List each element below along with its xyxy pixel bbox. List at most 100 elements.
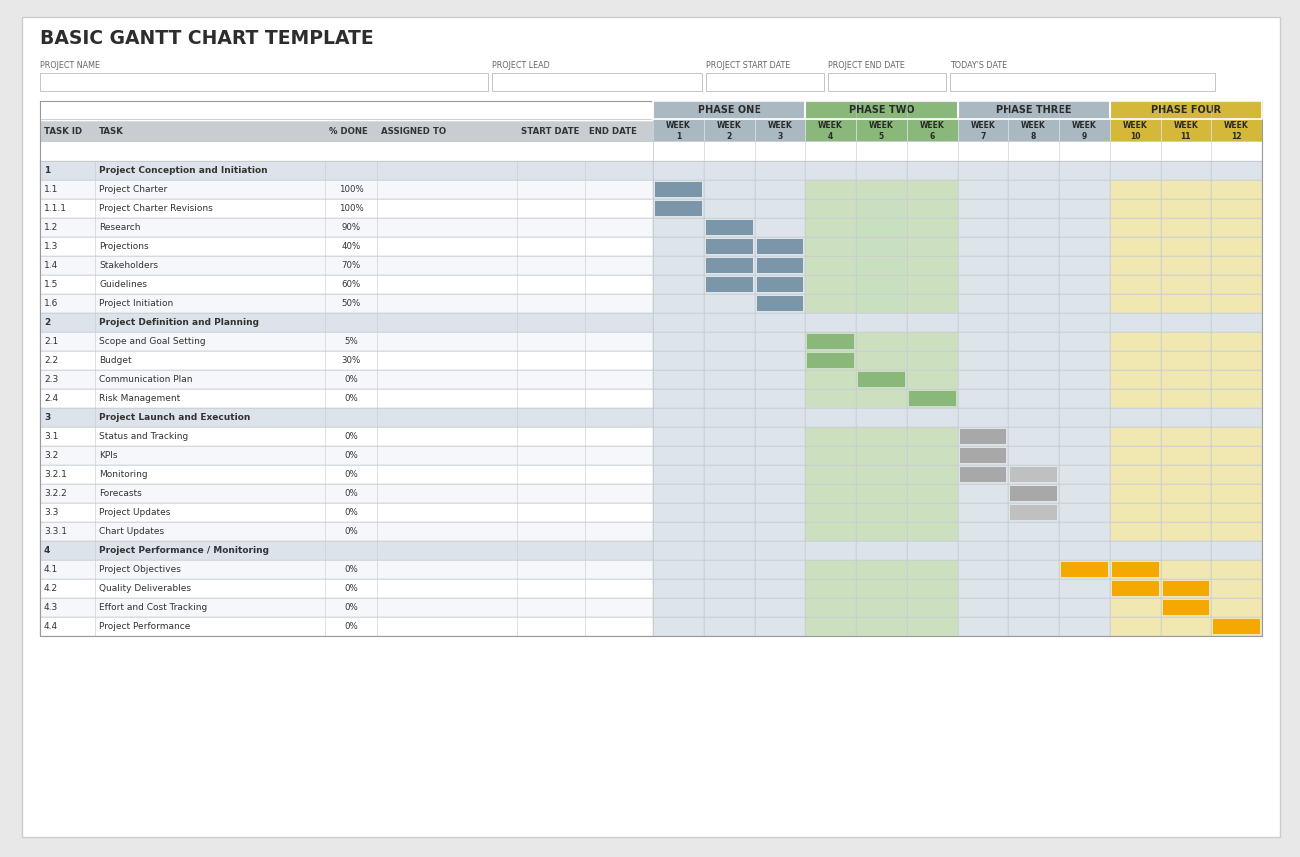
FancyBboxPatch shape xyxy=(1009,275,1060,294)
FancyBboxPatch shape xyxy=(958,522,1009,541)
Text: BASIC GANTT CHART TEMPLATE: BASIC GANTT CHART TEMPLATE xyxy=(40,29,373,48)
FancyBboxPatch shape xyxy=(1161,218,1212,237)
Text: 3.2.2: 3.2.2 xyxy=(44,489,66,498)
FancyBboxPatch shape xyxy=(703,408,754,427)
Text: Research: Research xyxy=(99,223,140,232)
FancyBboxPatch shape xyxy=(958,484,1009,503)
FancyBboxPatch shape xyxy=(1009,446,1060,465)
Text: PHASE THREE: PHASE THREE xyxy=(996,105,1071,115)
FancyBboxPatch shape xyxy=(807,334,854,349)
Text: START DATE: START DATE xyxy=(521,127,580,135)
FancyBboxPatch shape xyxy=(653,119,703,141)
FancyBboxPatch shape xyxy=(754,560,805,579)
Text: WEEK
10: WEEK 10 xyxy=(1123,122,1148,141)
FancyBboxPatch shape xyxy=(1212,218,1262,237)
FancyBboxPatch shape xyxy=(1060,484,1110,503)
FancyBboxPatch shape xyxy=(958,446,1009,465)
FancyBboxPatch shape xyxy=(754,465,805,484)
Text: Effort and Cost Tracking: Effort and Cost Tracking xyxy=(99,603,207,612)
Text: 1.4: 1.4 xyxy=(44,261,58,270)
FancyBboxPatch shape xyxy=(1161,121,1212,141)
Text: Project Performance / Monitoring: Project Performance / Monitoring xyxy=(99,546,269,555)
Text: Project Initiation: Project Initiation xyxy=(99,299,173,308)
FancyBboxPatch shape xyxy=(703,370,754,389)
FancyBboxPatch shape xyxy=(805,617,855,636)
FancyBboxPatch shape xyxy=(907,503,958,522)
FancyBboxPatch shape xyxy=(1060,465,1110,484)
FancyBboxPatch shape xyxy=(958,389,1009,408)
Text: TASK: TASK xyxy=(99,127,124,135)
Text: 4.1: 4.1 xyxy=(44,565,58,574)
FancyBboxPatch shape xyxy=(907,161,958,180)
FancyBboxPatch shape xyxy=(653,294,703,313)
FancyBboxPatch shape xyxy=(1162,581,1209,596)
FancyBboxPatch shape xyxy=(805,579,855,598)
FancyBboxPatch shape xyxy=(703,313,754,332)
Text: 2: 2 xyxy=(44,318,51,327)
FancyBboxPatch shape xyxy=(40,560,653,579)
FancyBboxPatch shape xyxy=(1110,237,1161,256)
FancyBboxPatch shape xyxy=(1212,119,1262,141)
FancyBboxPatch shape xyxy=(757,277,803,292)
FancyBboxPatch shape xyxy=(653,218,703,237)
FancyBboxPatch shape xyxy=(1161,294,1212,313)
FancyBboxPatch shape xyxy=(703,617,754,636)
FancyBboxPatch shape xyxy=(907,370,958,389)
FancyBboxPatch shape xyxy=(653,617,703,636)
FancyBboxPatch shape xyxy=(855,389,907,408)
Text: 0%: 0% xyxy=(344,489,358,498)
FancyBboxPatch shape xyxy=(1161,237,1212,256)
FancyBboxPatch shape xyxy=(805,370,855,389)
FancyBboxPatch shape xyxy=(40,446,653,465)
FancyBboxPatch shape xyxy=(1110,121,1161,141)
FancyBboxPatch shape xyxy=(703,275,754,294)
FancyBboxPatch shape xyxy=(855,503,907,522)
FancyBboxPatch shape xyxy=(703,121,754,141)
FancyBboxPatch shape xyxy=(958,351,1009,370)
FancyBboxPatch shape xyxy=(1060,503,1110,522)
FancyBboxPatch shape xyxy=(703,598,754,617)
FancyBboxPatch shape xyxy=(1212,294,1262,313)
FancyBboxPatch shape xyxy=(1009,161,1060,180)
FancyBboxPatch shape xyxy=(703,522,754,541)
FancyBboxPatch shape xyxy=(907,560,958,579)
FancyBboxPatch shape xyxy=(950,73,1216,91)
FancyBboxPatch shape xyxy=(855,541,907,560)
Text: END DATE: END DATE xyxy=(589,127,637,135)
FancyBboxPatch shape xyxy=(703,218,754,237)
FancyBboxPatch shape xyxy=(1060,579,1110,598)
FancyBboxPatch shape xyxy=(1060,218,1110,237)
FancyBboxPatch shape xyxy=(1060,294,1110,313)
FancyBboxPatch shape xyxy=(855,218,907,237)
FancyBboxPatch shape xyxy=(1110,370,1161,389)
FancyBboxPatch shape xyxy=(1212,237,1262,256)
FancyBboxPatch shape xyxy=(1110,256,1161,275)
FancyBboxPatch shape xyxy=(1161,427,1212,446)
FancyBboxPatch shape xyxy=(703,199,754,218)
Text: 2.3: 2.3 xyxy=(44,375,58,384)
FancyBboxPatch shape xyxy=(754,237,805,256)
FancyBboxPatch shape xyxy=(805,427,855,446)
FancyBboxPatch shape xyxy=(653,598,703,617)
FancyBboxPatch shape xyxy=(1161,370,1212,389)
FancyBboxPatch shape xyxy=(1060,161,1110,180)
FancyBboxPatch shape xyxy=(1161,484,1212,503)
Text: Project Performance: Project Performance xyxy=(99,622,190,631)
Text: Project Charter Revisions: Project Charter Revisions xyxy=(99,204,213,213)
FancyBboxPatch shape xyxy=(703,389,754,408)
FancyBboxPatch shape xyxy=(1212,408,1262,427)
FancyBboxPatch shape xyxy=(1212,121,1262,141)
Text: Project Updates: Project Updates xyxy=(99,508,170,517)
Text: 0%: 0% xyxy=(344,470,358,479)
FancyBboxPatch shape xyxy=(653,484,703,503)
FancyBboxPatch shape xyxy=(40,180,653,199)
FancyBboxPatch shape xyxy=(1161,579,1212,598)
FancyBboxPatch shape xyxy=(1009,180,1060,199)
FancyBboxPatch shape xyxy=(958,313,1009,332)
FancyBboxPatch shape xyxy=(1110,579,1161,598)
FancyBboxPatch shape xyxy=(805,161,855,180)
Text: 3.2: 3.2 xyxy=(44,451,58,460)
FancyBboxPatch shape xyxy=(1212,484,1262,503)
FancyBboxPatch shape xyxy=(1060,119,1110,141)
FancyBboxPatch shape xyxy=(754,370,805,389)
